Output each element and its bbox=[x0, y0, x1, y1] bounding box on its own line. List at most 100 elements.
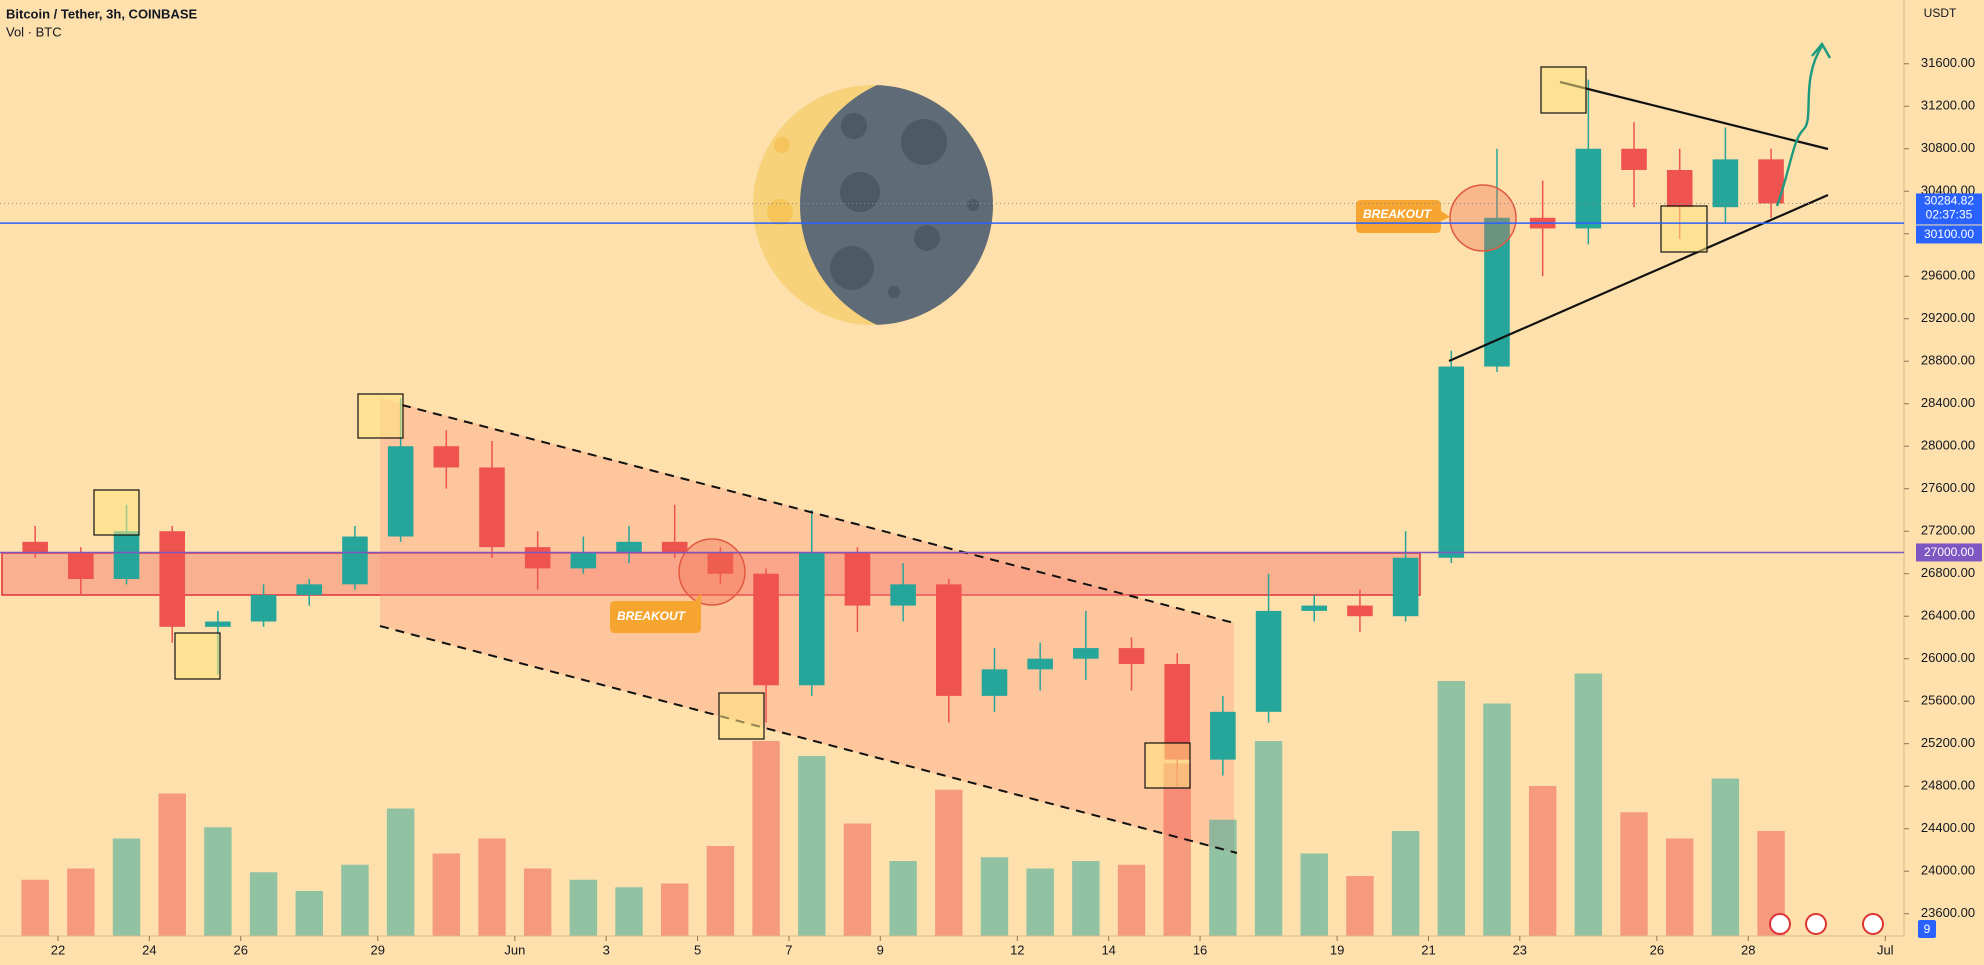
x-tick-label: 26 bbox=[234, 942, 248, 957]
pivot-box bbox=[1540, 66, 1587, 114]
volume-bar bbox=[1391, 831, 1420, 936]
x-tick-label: Jul bbox=[1877, 942, 1894, 957]
candle-body bbox=[707, 552, 734, 574]
volume-bar bbox=[752, 741, 780, 936]
annotation-label: BREAKOUT bbox=[1363, 207, 1433, 221]
level-label-box bbox=[1916, 225, 1982, 244]
candle-body bbox=[981, 669, 1008, 696]
breakout-circle bbox=[678, 538, 746, 606]
x-tick-label: 24 bbox=[142, 942, 156, 957]
candle-body bbox=[1438, 366, 1465, 558]
volume-bar bbox=[1437, 681, 1466, 936]
volume-bar bbox=[1300, 853, 1328, 936]
candle-body bbox=[1666, 169, 1693, 208]
y-tick-label: 23600.00 bbox=[1921, 905, 1975, 920]
last-price-label: 30284.82 bbox=[1924, 194, 1974, 208]
event-flag bbox=[1769, 913, 1791, 935]
candle-body bbox=[1118, 648, 1145, 665]
candle-body bbox=[113, 531, 140, 580]
annotation-bubble bbox=[1356, 200, 1450, 233]
y-tick-label: 24400.00 bbox=[1921, 820, 1975, 835]
pivot-box bbox=[1660, 205, 1708, 253]
triangle-upper bbox=[1559, 80, 1829, 151]
chart-subtitle: Vol · BTC bbox=[6, 24, 62, 39]
y-tick-label: 26400.00 bbox=[1921, 608, 1975, 623]
last-price-box bbox=[1916, 193, 1982, 225]
y-tick-label: 26000.00 bbox=[1921, 650, 1975, 665]
volume-bar bbox=[432, 853, 461, 936]
candle-body bbox=[753, 573, 779, 686]
level-label-box bbox=[1916, 543, 1982, 562]
volume-bar bbox=[615, 887, 643, 936]
level-label: 27000.00 bbox=[1924, 545, 1974, 559]
y-tick-label: 30800.00 bbox=[1921, 140, 1975, 155]
candle-body bbox=[936, 584, 962, 696]
candle-body bbox=[342, 536, 368, 585]
candle-body bbox=[1621, 148, 1647, 170]
projection-arrow bbox=[1775, 45, 1824, 207]
x-tick-label: 28 bbox=[1741, 942, 1755, 957]
x-tick-label: 16 bbox=[1193, 942, 1207, 957]
badge-box bbox=[1918, 920, 1936, 938]
pivot-box bbox=[93, 489, 140, 536]
volume-bar bbox=[889, 861, 917, 936]
volume-bar bbox=[112, 838, 141, 936]
volume-bar bbox=[21, 879, 49, 936]
candle-body bbox=[1210, 711, 1236, 760]
volume-bar bbox=[1666, 838, 1694, 936]
y-tick-label: 27200.00 bbox=[1921, 523, 1975, 538]
y-tick-label: 28400.00 bbox=[1921, 395, 1975, 410]
volume-bar bbox=[1711, 778, 1740, 936]
moon-crater bbox=[840, 172, 880, 212]
candle-body bbox=[1027, 658, 1053, 670]
y-tick-label: 24800.00 bbox=[1921, 778, 1975, 793]
y-tick-label: 29600.00 bbox=[1921, 268, 1975, 283]
flags bbox=[1769, 913, 1884, 935]
moon-crater bbox=[967, 199, 979, 211]
x-tick-label: 3 bbox=[603, 942, 610, 957]
volume-bar bbox=[661, 883, 689, 936]
x-tick-label: 22 bbox=[51, 942, 65, 957]
moon-crater bbox=[774, 137, 790, 153]
breakout-circle bbox=[1449, 184, 1517, 252]
x-tick-label: 19 bbox=[1330, 942, 1344, 957]
currency-label: USDT bbox=[1924, 6, 1957, 20]
channel-lower bbox=[379, 625, 1238, 854]
candle-body bbox=[524, 547, 551, 569]
y-tick-label: 27600.00 bbox=[1921, 480, 1975, 495]
volume-bar bbox=[1072, 861, 1100, 936]
x-tick-label: 26 bbox=[1650, 942, 1664, 957]
candle-body bbox=[159, 531, 186, 627]
y-tick-label: 31200.00 bbox=[1921, 98, 1975, 113]
moon-crater bbox=[830, 246, 874, 290]
volume-bar bbox=[249, 872, 278, 936]
candle-body bbox=[1712, 159, 1739, 208]
volume-bar bbox=[67, 868, 95, 936]
volume-bar bbox=[569, 879, 598, 936]
candle-body bbox=[1073, 648, 1099, 659]
volume-bar bbox=[158, 793, 186, 936]
y-tick-label: 25600.00 bbox=[1921, 693, 1975, 708]
x-tick-label: 9 bbox=[877, 942, 884, 957]
y-tick-label: 24000.00 bbox=[1921, 863, 1975, 878]
pivot-box bbox=[357, 393, 404, 439]
x-tick-label: 21 bbox=[1421, 942, 1435, 957]
volume-bar bbox=[1163, 763, 1191, 936]
countdown-label: 02:37:35 bbox=[1926, 208, 1973, 222]
volume-bar bbox=[386, 808, 415, 936]
series bbox=[21, 79, 1785, 936]
pivot-box bbox=[174, 632, 221, 680]
volume-bar bbox=[1483, 703, 1511, 936]
event-flag bbox=[1862, 913, 1884, 935]
chart-title: Bitcoin / Tether, 3h, COINBASE bbox=[6, 6, 198, 21]
drawings-over: BREAKOUT BREAKOUT Bitcoin / Tether, 3h, … bbox=[6, 6, 1832, 854]
candle-body bbox=[205, 621, 231, 627]
pivot-box bbox=[718, 692, 765, 740]
volume-bar bbox=[341, 864, 369, 936]
y-tick-label: 26800.00 bbox=[1921, 565, 1975, 580]
volume-bar bbox=[1026, 868, 1054, 936]
candle-body bbox=[479, 467, 505, 548]
